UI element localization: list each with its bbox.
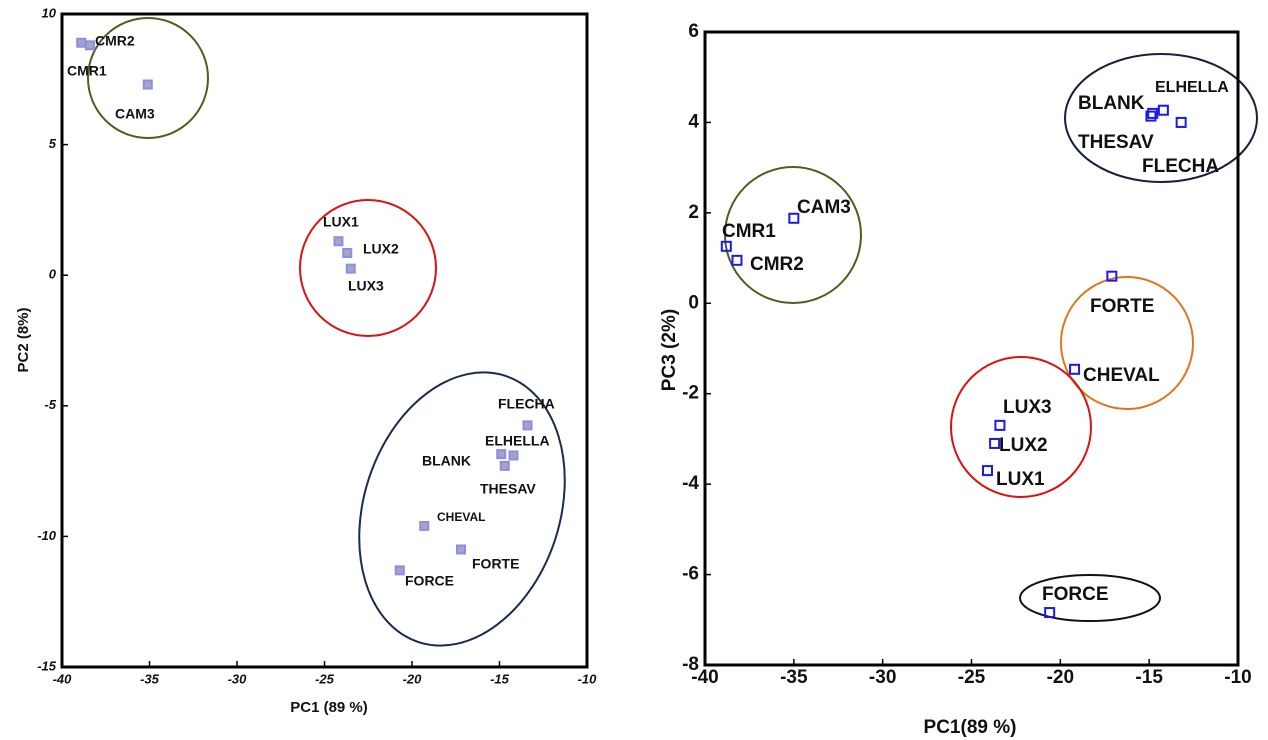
point [76, 37, 87, 48]
plot-frame [703, 30, 1240, 667]
point [456, 544, 466, 555]
y-tick-label: 5 [49, 136, 57, 151]
y-tick-label: 6 [688, 21, 699, 42]
point-label: FORCE [1042, 584, 1109, 605]
y-tick-label: -10 [37, 528, 57, 543]
point-label: FORTE [1090, 296, 1154, 317]
y-tick-label: 2 [688, 202, 699, 223]
cluster-outline [87, 17, 209, 139]
x-axis-label: PC1(89 %) [924, 717, 1017, 738]
point-label: ELHELLA [485, 433, 550, 449]
cluster-outline [358, 371, 566, 647]
point-label: FORCE [405, 573, 454, 589]
point [142, 79, 153, 90]
y-axis-label: PC2 (8%) [15, 307, 32, 372]
point-label: LUX1 [323, 214, 359, 230]
point-label: CHEVAL [1083, 365, 1160, 386]
point [981, 465, 993, 477]
point-label: CMR2 [95, 33, 135, 49]
point [1157, 104, 1169, 116]
point-label: CMR1 [67, 63, 107, 79]
cluster-outline [1019, 574, 1161, 622]
point [1069, 363, 1081, 375]
y-tick-label: 4 [688, 111, 699, 132]
x-tick-label: -10 [578, 671, 598, 686]
point [522, 420, 533, 431]
y-axis-label: PC3 (2%) [659, 309, 680, 391]
point [994, 419, 1006, 431]
point [394, 565, 405, 576]
point-label: LUX1 [996, 469, 1045, 490]
point [1147, 107, 1159, 119]
cluster-outline [724, 166, 862, 304]
cluster-outline [1064, 53, 1258, 183]
x-tick-label: -15 [1135, 667, 1163, 688]
point [1044, 607, 1056, 619]
point-label: CHEVAL [437, 510, 485, 524]
cluster-outline [950, 356, 1092, 498]
point-label: CMR1 [722, 221, 776, 242]
point [1175, 116, 1187, 128]
point [496, 449, 507, 460]
y-tick-label: -6 [682, 564, 699, 585]
point [788, 212, 800, 224]
point-label: LUX3 [348, 278, 384, 294]
point-label: LUX3 [1003, 397, 1052, 418]
y-tick-label: 10 [42, 5, 57, 20]
y-tick-label: 0 [49, 267, 57, 282]
x-tick-label: -35 [780, 667, 808, 688]
cluster-outlines [87, 17, 1258, 647]
x-tick-label: -40 [691, 667, 718, 688]
x-tick-label: -15 [490, 671, 510, 686]
point-label: LUX2 [999, 435, 1048, 456]
cluster-outline [299, 199, 437, 337]
point-label: LUX2 [363, 241, 399, 257]
point-label: THESAV [1078, 132, 1154, 153]
y-tick-label: 0 [688, 292, 699, 313]
point [85, 40, 95, 51]
point [720, 240, 732, 252]
point-label: BLANK [422, 453, 471, 469]
point [499, 460, 510, 471]
point-label: FORTE [472, 556, 519, 572]
point [333, 236, 344, 247]
point-label: FLECHA [1142, 156, 1219, 177]
x-tick-label: -30 [228, 671, 248, 686]
x-tick-label: -25 [958, 667, 986, 688]
x-tick-label: -20 [1047, 667, 1074, 688]
y-tick-label: -8 [682, 654, 699, 675]
point [989, 437, 1001, 449]
point [731, 254, 743, 266]
point [1145, 110, 1157, 122]
point [342, 247, 353, 258]
point [419, 520, 430, 531]
y-tick-label: -2 [682, 383, 699, 404]
x-tick-label: -35 [140, 671, 160, 686]
x-tick-label: -20 [403, 671, 423, 686]
y-tick-label: -4 [682, 473, 699, 494]
cluster-outline [1060, 276, 1194, 410]
point-label: FLECHA [498, 396, 555, 412]
point-label: ELHELLA [1155, 79, 1229, 96]
point-label: BLANK [1078, 93, 1145, 114]
y-tick-label: -5 [44, 397, 56, 412]
x-tick-label: -30 [869, 667, 896, 688]
point [1106, 270, 1118, 282]
point [345, 263, 356, 274]
x-tick-label: -10 [1224, 667, 1251, 688]
x-tick-label: -40 [53, 671, 73, 686]
point-label: CAM3 [797, 197, 851, 218]
y-tick-label: -15 [37, 658, 57, 673]
x-axis-label: PC1 (89 %) [290, 699, 368, 716]
point-label: CMR2 [750, 254, 804, 275]
point [508, 450, 519, 461]
point-label: THESAV [480, 481, 536, 497]
x-tick-label: -25 [315, 671, 335, 686]
point-label: CAM3 [115, 106, 155, 122]
